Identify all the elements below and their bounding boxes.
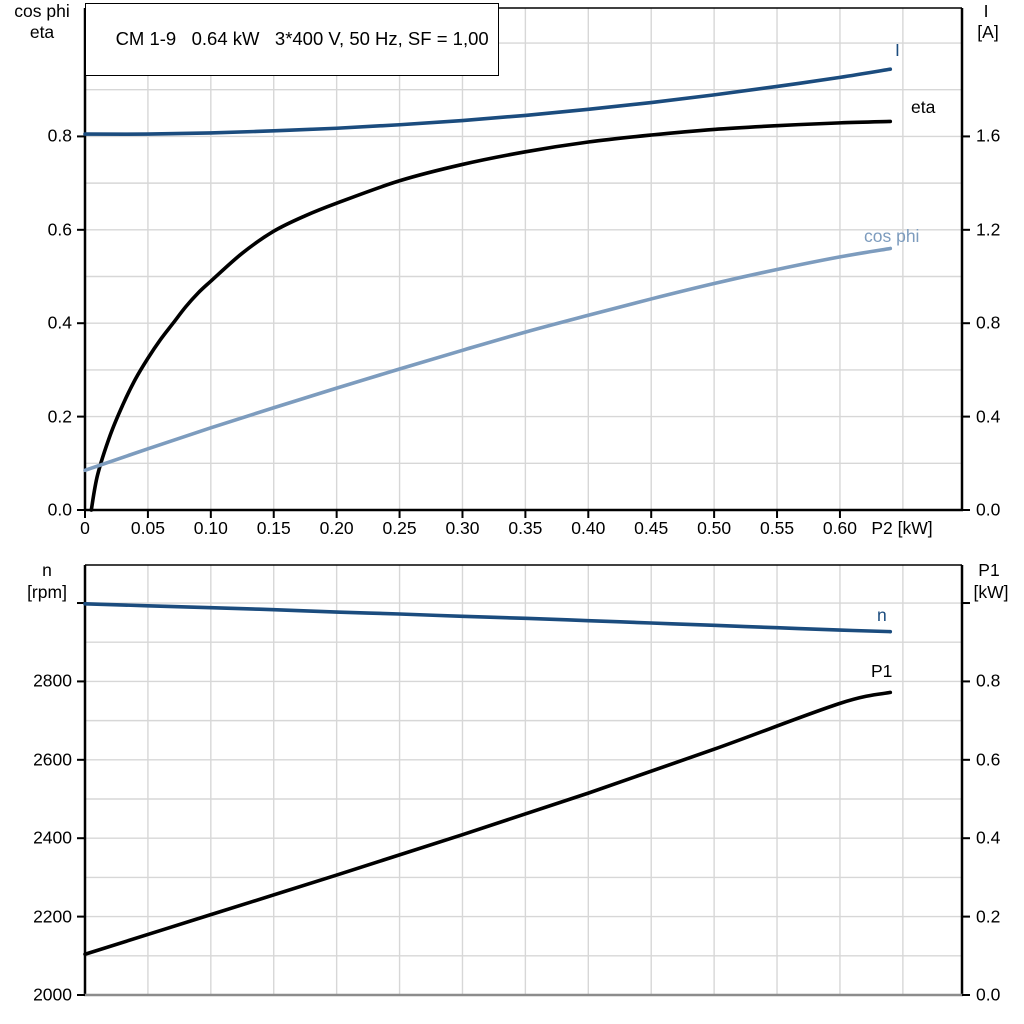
plot2-border <box>83 564 964 997</box>
y-right-tick-label: 0.4 <box>976 827 1001 848</box>
plot2-curves <box>83 602 893 957</box>
x-tick-label: 0.15 <box>256 518 291 538</box>
x-tick-label: 0.25 <box>382 518 417 538</box>
y-left-tick-label: 0.6 <box>47 219 72 240</box>
y-right-tick-label: 0.2 <box>976 906 1001 927</box>
plot1-right-axis-label-line1: I <box>983 1 989 21</box>
y-right-tick-label: 0.4 <box>976 406 1001 427</box>
y-left-tick-label: 2400 <box>33 827 72 848</box>
y-left-tick-label: 2600 <box>33 749 72 770</box>
plot1-gridlines <box>85 8 962 510</box>
y-right-tick-label: 1.2 <box>976 219 1001 240</box>
y-left-tick-label: 2200 <box>33 906 72 927</box>
x-tick-label: 0.20 <box>319 518 354 538</box>
curve-n <box>83 602 893 634</box>
curve-label-current: I <box>895 40 900 60</box>
plot1-x-axis-label: P2 [kW] <box>871 518 933 538</box>
y-right-tick-label: 1.6 <box>976 125 1001 146</box>
y-left-tick-label: 2800 <box>33 670 72 691</box>
x-tick-label: 0.60 <box>822 518 857 538</box>
plot1-right-axis-label-line2: [A] <box>977 22 999 42</box>
y-right-tick-label: 0.6 <box>976 749 1001 770</box>
y-right-tick-label: 0.0 <box>976 984 1001 1005</box>
plot1-ticks <box>77 135 970 518</box>
x-tick-label: 0.50 <box>697 518 732 538</box>
curve-label-power-factor: cos phi <box>864 226 920 246</box>
plot2-gridlines <box>85 565 962 995</box>
y-left-tick-label: 0.8 <box>47 125 72 146</box>
x-tick-label: 0.30 <box>445 518 480 538</box>
curve-label-input-power: P1 <box>871 661 893 681</box>
x-tick-label: 0.45 <box>634 518 669 538</box>
y-left-tick-label: 0.0 <box>47 499 72 520</box>
chart-title-box: CM 1-9 0.64 kW 3*400 V, 50 Hz, SF = 1,00 <box>85 3 499 76</box>
x-tick-label: 0.40 <box>571 518 606 538</box>
y-right-tick-label: 0.8 <box>976 670 1001 691</box>
plot1-curves <box>83 67 893 512</box>
x-tick-label: 0.10 <box>193 518 228 538</box>
plot2-right-axis-label-line2: [kW] <box>973 582 1009 602</box>
y-right-tick-label: 0.8 <box>976 312 1001 333</box>
plot2-left-axis-label-line1: n <box>42 560 52 580</box>
y-left-tick-label: 2000 <box>33 984 72 1005</box>
x-tick-label: 0.05 <box>130 518 165 538</box>
curve-I <box>83 67 893 136</box>
plot2-left-axis-label-line2: [rpm] <box>27 582 67 602</box>
curve-label-speed: n <box>877 605 887 625</box>
y-left-tick-label: 0.2 <box>47 406 72 427</box>
curve-label-efficiency: eta <box>911 97 936 117</box>
plot1-left-axis-label-line1: cos phi <box>14 1 70 21</box>
plot1-left-axis-label-line2: eta <box>29 22 55 42</box>
curve-P1 <box>83 690 893 957</box>
y-left-tick-label: 0.4 <box>47 312 72 333</box>
curve-cos-phi <box>83 246 893 473</box>
x-tick-label: 0.35 <box>508 518 543 538</box>
curve-eta <box>89 119 893 512</box>
chart-title: CM 1-9 0.64 kW 3*400 V, 50 Hz, SF = 1,00 <box>115 28 489 49</box>
x-tick-label: 0.55 <box>760 518 795 538</box>
x-tick-label: 0 <box>80 518 90 538</box>
y-right-tick-label: 0.0 <box>976 499 1001 520</box>
plot2-right-axis-label-line1: P1 <box>978 560 1000 580</box>
